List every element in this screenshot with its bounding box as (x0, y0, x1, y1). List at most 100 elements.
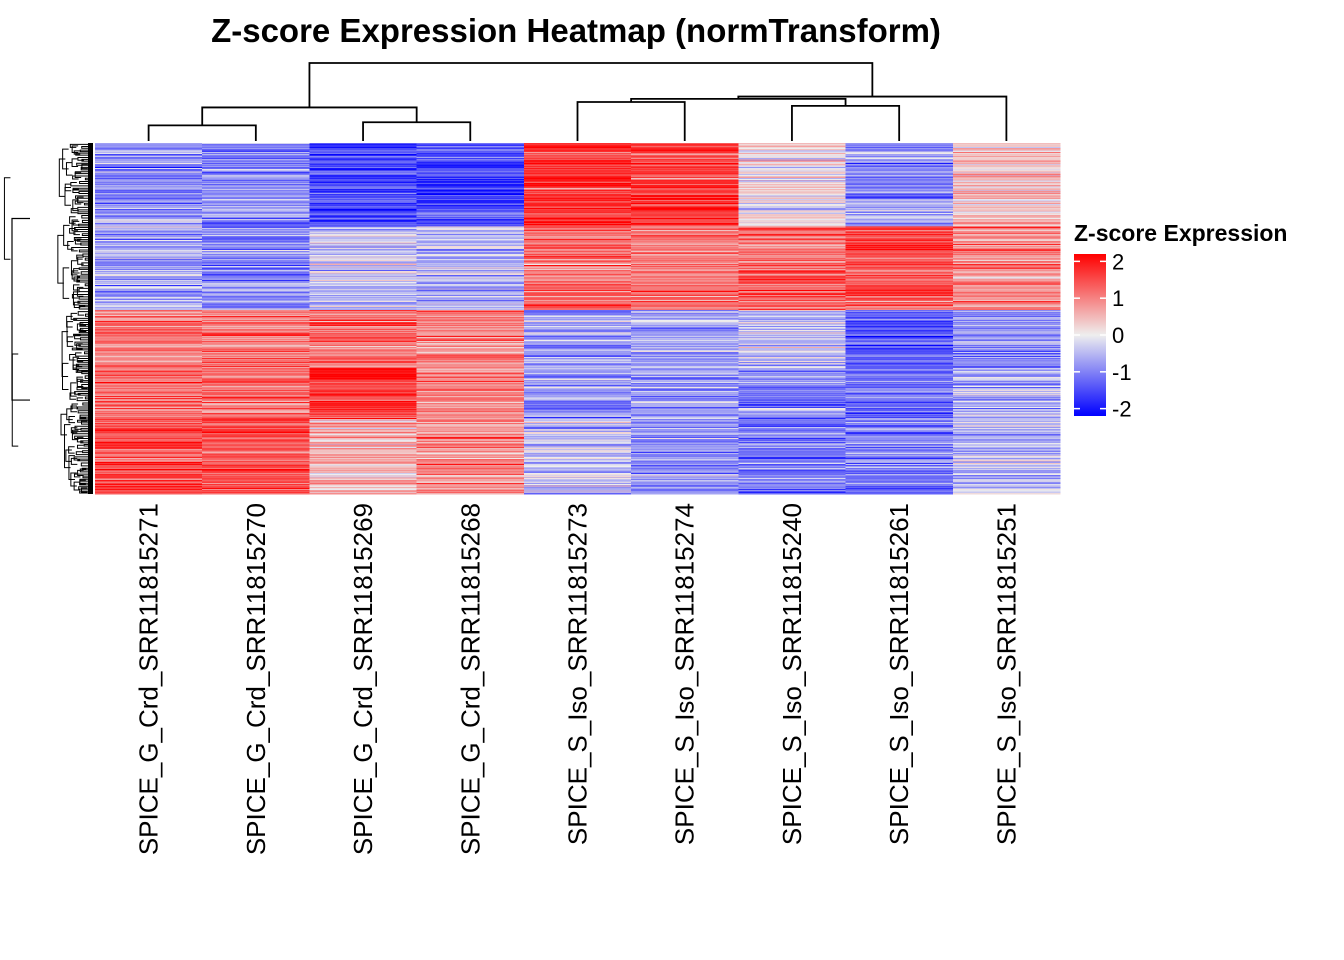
heatmap-cell (631, 249, 739, 252)
heatmap-cell (309, 169, 418, 171)
heatmap-cell (523, 416, 632, 418)
heatmap-cell (202, 280, 311, 282)
heatmap-cell (309, 160, 418, 162)
heatmap-cell (309, 239, 418, 242)
heatmap-cell (738, 183, 847, 185)
heatmap-cell (95, 181, 203, 183)
heatmap-cell (309, 377, 418, 380)
heatmap-cell (523, 218, 632, 220)
heatmap-cell (416, 481, 525, 483)
row-dendrogram-branch (66, 408, 73, 421)
heatmap-cell (309, 309, 418, 311)
heatmap-cell (416, 329, 525, 331)
heatmap-cell (523, 146, 632, 148)
heatmap-cell (202, 350, 311, 352)
heatmap-cell (416, 277, 525, 279)
heatmap-cell (845, 340, 954, 342)
heatmap-cell (416, 434, 525, 436)
heatmap-cell (95, 245, 203, 248)
heatmap-cell (416, 358, 525, 360)
heatmap-cell (202, 432, 311, 434)
heatmap-cell (952, 458, 1061, 460)
heatmap-cell (738, 458, 847, 461)
heatmap-cell (309, 456, 418, 458)
heatmap-cell (202, 235, 311, 237)
heatmap-cell (416, 323, 525, 325)
heatmap-cell (416, 493, 525, 495)
heatmap-cell (952, 193, 1061, 196)
heatmap-cell (952, 169, 1061, 171)
heatmap-cell (523, 286, 632, 288)
heatmap-cell (631, 333, 739, 335)
heatmap-cell (95, 327, 203, 329)
heatmap-cell (95, 214, 203, 216)
heatmap-cell (95, 346, 203, 349)
heatmap-cell (95, 443, 203, 445)
heatmap-cell (95, 437, 203, 439)
heatmap-cell (845, 196, 954, 198)
heatmap-cell (95, 372, 203, 375)
heatmap-cell (523, 469, 632, 471)
heatmap-cell (952, 270, 1061, 272)
heatmap-cell (309, 487, 418, 489)
heatmap-cell (202, 471, 311, 473)
heatmap-cell (631, 280, 739, 282)
heatmap-cell (845, 293, 954, 295)
heatmap-cell (95, 481, 203, 483)
heatmap-cell (309, 351, 418, 353)
heatmap-cell (845, 245, 954, 248)
row-dendrogram-branch (71, 145, 79, 154)
column-labels: SPICE_G_Crd_SRR11815271 SPICE_G_Crd_SRR11… (134, 503, 1022, 855)
heatmap-cell (416, 464, 525, 466)
heatmap-cell (845, 355, 954, 357)
heatmap-cell (738, 408, 847, 410)
heatmap-cell (845, 406, 954, 408)
heatmap-cell (416, 335, 525, 337)
heatmap-cell (309, 211, 418, 213)
heatmap-cell (523, 276, 632, 278)
heatmap-cell (202, 239, 311, 241)
heatmap-cell (309, 296, 418, 299)
heatmap-cell (738, 295, 847, 298)
heatmap-cell (95, 179, 203, 182)
heatmap-cell (416, 264, 525, 266)
heatmap-cell (631, 480, 739, 482)
heatmap-cell (845, 251, 954, 253)
heatmap-cell (309, 209, 418, 211)
heatmap-cell (738, 195, 847, 197)
heatmap-cell (202, 223, 311, 225)
heatmap-cell (952, 286, 1061, 288)
heatmap-cell (523, 192, 632, 194)
heatmap-cell (523, 448, 632, 450)
heatmap-cell (309, 255, 418, 258)
heatmap-cell (309, 244, 418, 246)
heatmap-cell (845, 204, 954, 206)
heatmap-cell (202, 400, 311, 402)
heatmap-cell (416, 466, 525, 468)
heatmap-cell (738, 446, 847, 448)
heatmap-cell (631, 244, 739, 246)
heatmap-cell (845, 361, 954, 363)
heatmap-cell (95, 394, 203, 396)
heatmap-cell (845, 381, 954, 383)
heatmap-cell (416, 216, 525, 218)
heatmap-cell (202, 173, 311, 175)
heatmap-cell (202, 313, 311, 315)
heatmap-cell (309, 422, 418, 424)
heatmap-cell (95, 151, 203, 153)
heatmap-cell (845, 318, 954, 320)
heatmap-cell (631, 397, 739, 399)
heatmap-cell (416, 360, 525, 362)
heatmap-cell (631, 300, 739, 302)
heatmap-cell (416, 327, 525, 329)
heatmap-cell (738, 443, 847, 445)
heatmap-cell (95, 261, 203, 263)
heatmap-cell (523, 351, 632, 353)
heatmap-cell (416, 440, 525, 442)
heatmap-cell (95, 203, 203, 205)
heatmap-cell (845, 315, 954, 317)
heatmap-cell (309, 358, 418, 360)
heatmap-cell (952, 163, 1061, 165)
heatmap-cell (952, 457, 1061, 459)
heatmap-cell (416, 185, 525, 187)
